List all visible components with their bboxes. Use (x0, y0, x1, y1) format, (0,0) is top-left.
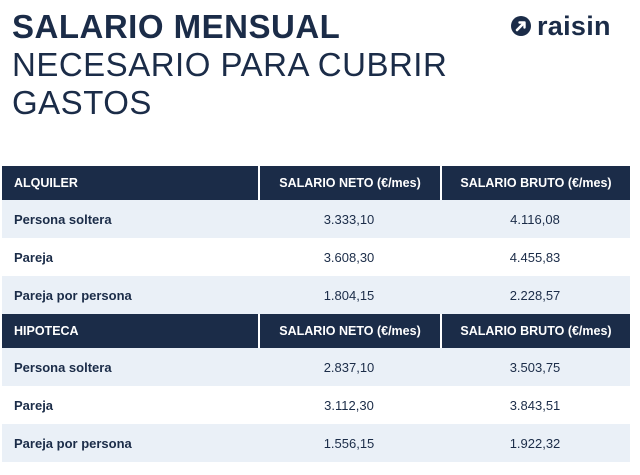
row-label: Persona soltera (2, 200, 258, 238)
title-line-3: GASTOS (12, 84, 152, 121)
neto-value: 3.608,30 (258, 238, 440, 276)
raisin-logo: raisin (511, 12, 611, 40)
bruto-value: 3.843,51 (440, 386, 630, 424)
table-row: Pareja por persona 1.804,15 2.228,57 (2, 276, 630, 314)
row-label: Persona soltera (2, 348, 258, 386)
row-label: Pareja por persona (2, 424, 258, 462)
column-header-neto: SALARIO NETO (€/mes) (258, 314, 440, 348)
neto-value: 3.112,30 (258, 386, 440, 424)
neto-value: 3.333,10 (258, 200, 440, 238)
table-row: Pareja 3.112,30 3.843,51 (2, 386, 630, 424)
row-label: Pareja (2, 386, 258, 424)
table-row: Pareja 3.608,30 4.455,83 (2, 238, 630, 276)
raisin-logo-text: raisin (537, 11, 611, 41)
bruto-value: 1.922,32 (440, 424, 630, 462)
section-header-alquiler: ALQUILER SALARIO NETO (€/mes) SALARIO BR… (2, 166, 630, 200)
title-line-2: NECESARIO PARA CUBRIR (12, 46, 448, 83)
row-label: Pareja (2, 238, 258, 276)
page-title: SALARIO MENSUAL NECESARIO PARA CUBRIR GA… (12, 8, 447, 122)
section-header-hipoteca: HIPOTECA SALARIO NETO (€/mes) SALARIO BR… (2, 314, 630, 348)
section-heading: HIPOTECA (2, 314, 258, 348)
column-header-bruto: SALARIO BRUTO (€/mes) (440, 314, 630, 348)
neto-value: 1.804,15 (258, 276, 440, 314)
bruto-value: 3.503,75 (440, 348, 630, 386)
bruto-value: 4.116,08 (440, 200, 630, 238)
neto-value: 1.556,15 (258, 424, 440, 462)
table-row: Persona soltera 2.837,10 3.503,75 (2, 348, 630, 386)
raisin-logo-mark-icon (511, 16, 531, 36)
column-header-bruto: SALARIO BRUTO (€/mes) (440, 166, 630, 200)
bruto-value: 2.228,57 (440, 276, 630, 314)
table-row: Pareja por persona 1.556,15 1.922,32 (2, 424, 630, 462)
column-header-neto: SALARIO NETO (€/mes) (258, 166, 440, 200)
table-row: Persona soltera 3.333,10 4.116,08 (2, 200, 630, 238)
salary-table: ALQUILER SALARIO NETO (€/mes) SALARIO BR… (2, 166, 630, 462)
row-label: Pareja por persona (2, 276, 258, 314)
bruto-value: 4.455,83 (440, 238, 630, 276)
title-line-1: SALARIO MENSUAL (12, 8, 341, 45)
section-heading: ALQUILER (2, 166, 258, 200)
neto-value: 2.837,10 (258, 348, 440, 386)
